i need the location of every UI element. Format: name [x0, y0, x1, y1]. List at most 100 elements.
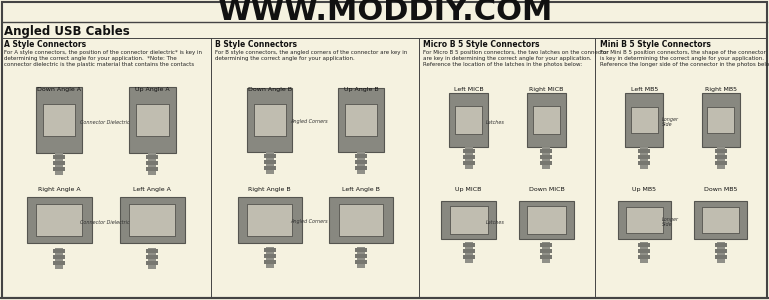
Text: B Style Connectors: B Style Connectors: [215, 40, 298, 49]
Bar: [53, 160, 65, 165]
Bar: [264, 154, 275, 158]
Bar: [355, 160, 367, 164]
Text: Longer
Side: Longer Side: [661, 117, 679, 128]
Bar: [463, 249, 474, 253]
Text: Down MICB: Down MICB: [528, 187, 564, 192]
Bar: [717, 242, 724, 262]
Text: Right MICB: Right MICB: [529, 87, 564, 92]
Bar: [136, 104, 168, 136]
Bar: [120, 197, 185, 243]
Text: Up Angle A: Up Angle A: [135, 87, 170, 92]
Bar: [638, 148, 651, 153]
Bar: [638, 154, 651, 159]
Bar: [264, 166, 275, 170]
Bar: [717, 147, 724, 169]
Bar: [345, 104, 377, 136]
Bar: [714, 154, 727, 159]
Bar: [541, 155, 552, 159]
Bar: [355, 154, 367, 158]
Bar: [464, 242, 473, 263]
Bar: [618, 201, 671, 239]
Bar: [146, 160, 158, 165]
Bar: [519, 200, 574, 239]
Bar: [264, 248, 275, 252]
Bar: [638, 255, 651, 259]
Bar: [146, 261, 158, 265]
Bar: [264, 260, 275, 264]
Text: Latches: Latches: [486, 119, 505, 124]
Bar: [541, 243, 552, 247]
Bar: [541, 249, 552, 253]
Bar: [541, 149, 552, 153]
Bar: [641, 242, 648, 262]
Bar: [464, 147, 473, 169]
Bar: [626, 207, 663, 233]
Bar: [357, 152, 365, 174]
Text: Up Angle B: Up Angle B: [344, 87, 378, 92]
Bar: [355, 248, 367, 252]
Text: Left MICB: Left MICB: [454, 87, 484, 92]
Bar: [338, 88, 384, 152]
Bar: [542, 242, 551, 263]
Text: For B style connectors, the angled corners of the connector are key in
determini: For B style connectors, the angled corne…: [215, 50, 408, 61]
Text: Connector Dielectric: Connector Dielectric: [81, 119, 130, 124]
Text: Down Angle A: Down Angle A: [37, 87, 82, 92]
Bar: [701, 93, 740, 147]
Bar: [146, 154, 158, 159]
Text: Up MB5: Up MB5: [632, 187, 657, 192]
Bar: [455, 106, 482, 134]
Bar: [638, 160, 651, 165]
Bar: [463, 155, 474, 159]
Bar: [129, 87, 175, 153]
Text: Left Angle B: Left Angle B: [342, 187, 380, 192]
Bar: [148, 153, 156, 175]
Bar: [463, 255, 474, 259]
Bar: [714, 255, 727, 259]
Text: A Style Connectors: A Style Connectors: [4, 40, 86, 49]
Text: For Mini B 5 position connectors, the shape of the connector
is key in determini: For Mini B 5 position connectors, the sh…: [600, 50, 769, 67]
Bar: [638, 249, 651, 253]
Bar: [441, 200, 496, 239]
Bar: [714, 243, 727, 247]
Text: Left MB5: Left MB5: [631, 87, 658, 92]
Bar: [36, 204, 82, 236]
Text: Angled Corners: Angled Corners: [291, 220, 328, 224]
Bar: [702, 207, 739, 233]
Bar: [541, 255, 552, 259]
Bar: [53, 249, 65, 253]
Text: Right Angle B: Right Angle B: [248, 187, 291, 192]
Bar: [264, 254, 275, 258]
Bar: [55, 153, 63, 175]
Bar: [338, 204, 384, 236]
Bar: [53, 154, 65, 159]
Bar: [625, 93, 664, 147]
Bar: [146, 167, 158, 171]
Text: Longer
Side: Longer Side: [661, 217, 679, 227]
Bar: [463, 243, 474, 247]
Bar: [53, 167, 65, 171]
Bar: [254, 104, 285, 136]
Bar: [355, 254, 367, 258]
Text: Down Angle B: Down Angle B: [248, 87, 291, 92]
Bar: [247, 88, 292, 152]
Text: Angled USB Cables: Angled USB Cables: [4, 25, 130, 38]
Text: Right Angle A: Right Angle A: [38, 187, 81, 192]
Bar: [148, 248, 156, 268]
Bar: [146, 255, 158, 259]
Bar: [714, 249, 727, 253]
Bar: [265, 247, 274, 268]
Text: Micro B 5 Style Connectors: Micro B 5 Style Connectors: [423, 40, 540, 49]
Bar: [146, 249, 158, 253]
Text: Left Angle A: Left Angle A: [133, 187, 171, 192]
Bar: [265, 152, 274, 174]
Bar: [27, 197, 92, 243]
Bar: [247, 204, 292, 236]
Text: Latches: Latches: [486, 220, 505, 224]
Bar: [238, 197, 301, 243]
Bar: [631, 107, 657, 133]
Bar: [329, 197, 393, 243]
Text: Angled Corners: Angled Corners: [291, 119, 328, 124]
Bar: [638, 243, 651, 247]
Bar: [129, 204, 175, 236]
Bar: [264, 160, 275, 164]
